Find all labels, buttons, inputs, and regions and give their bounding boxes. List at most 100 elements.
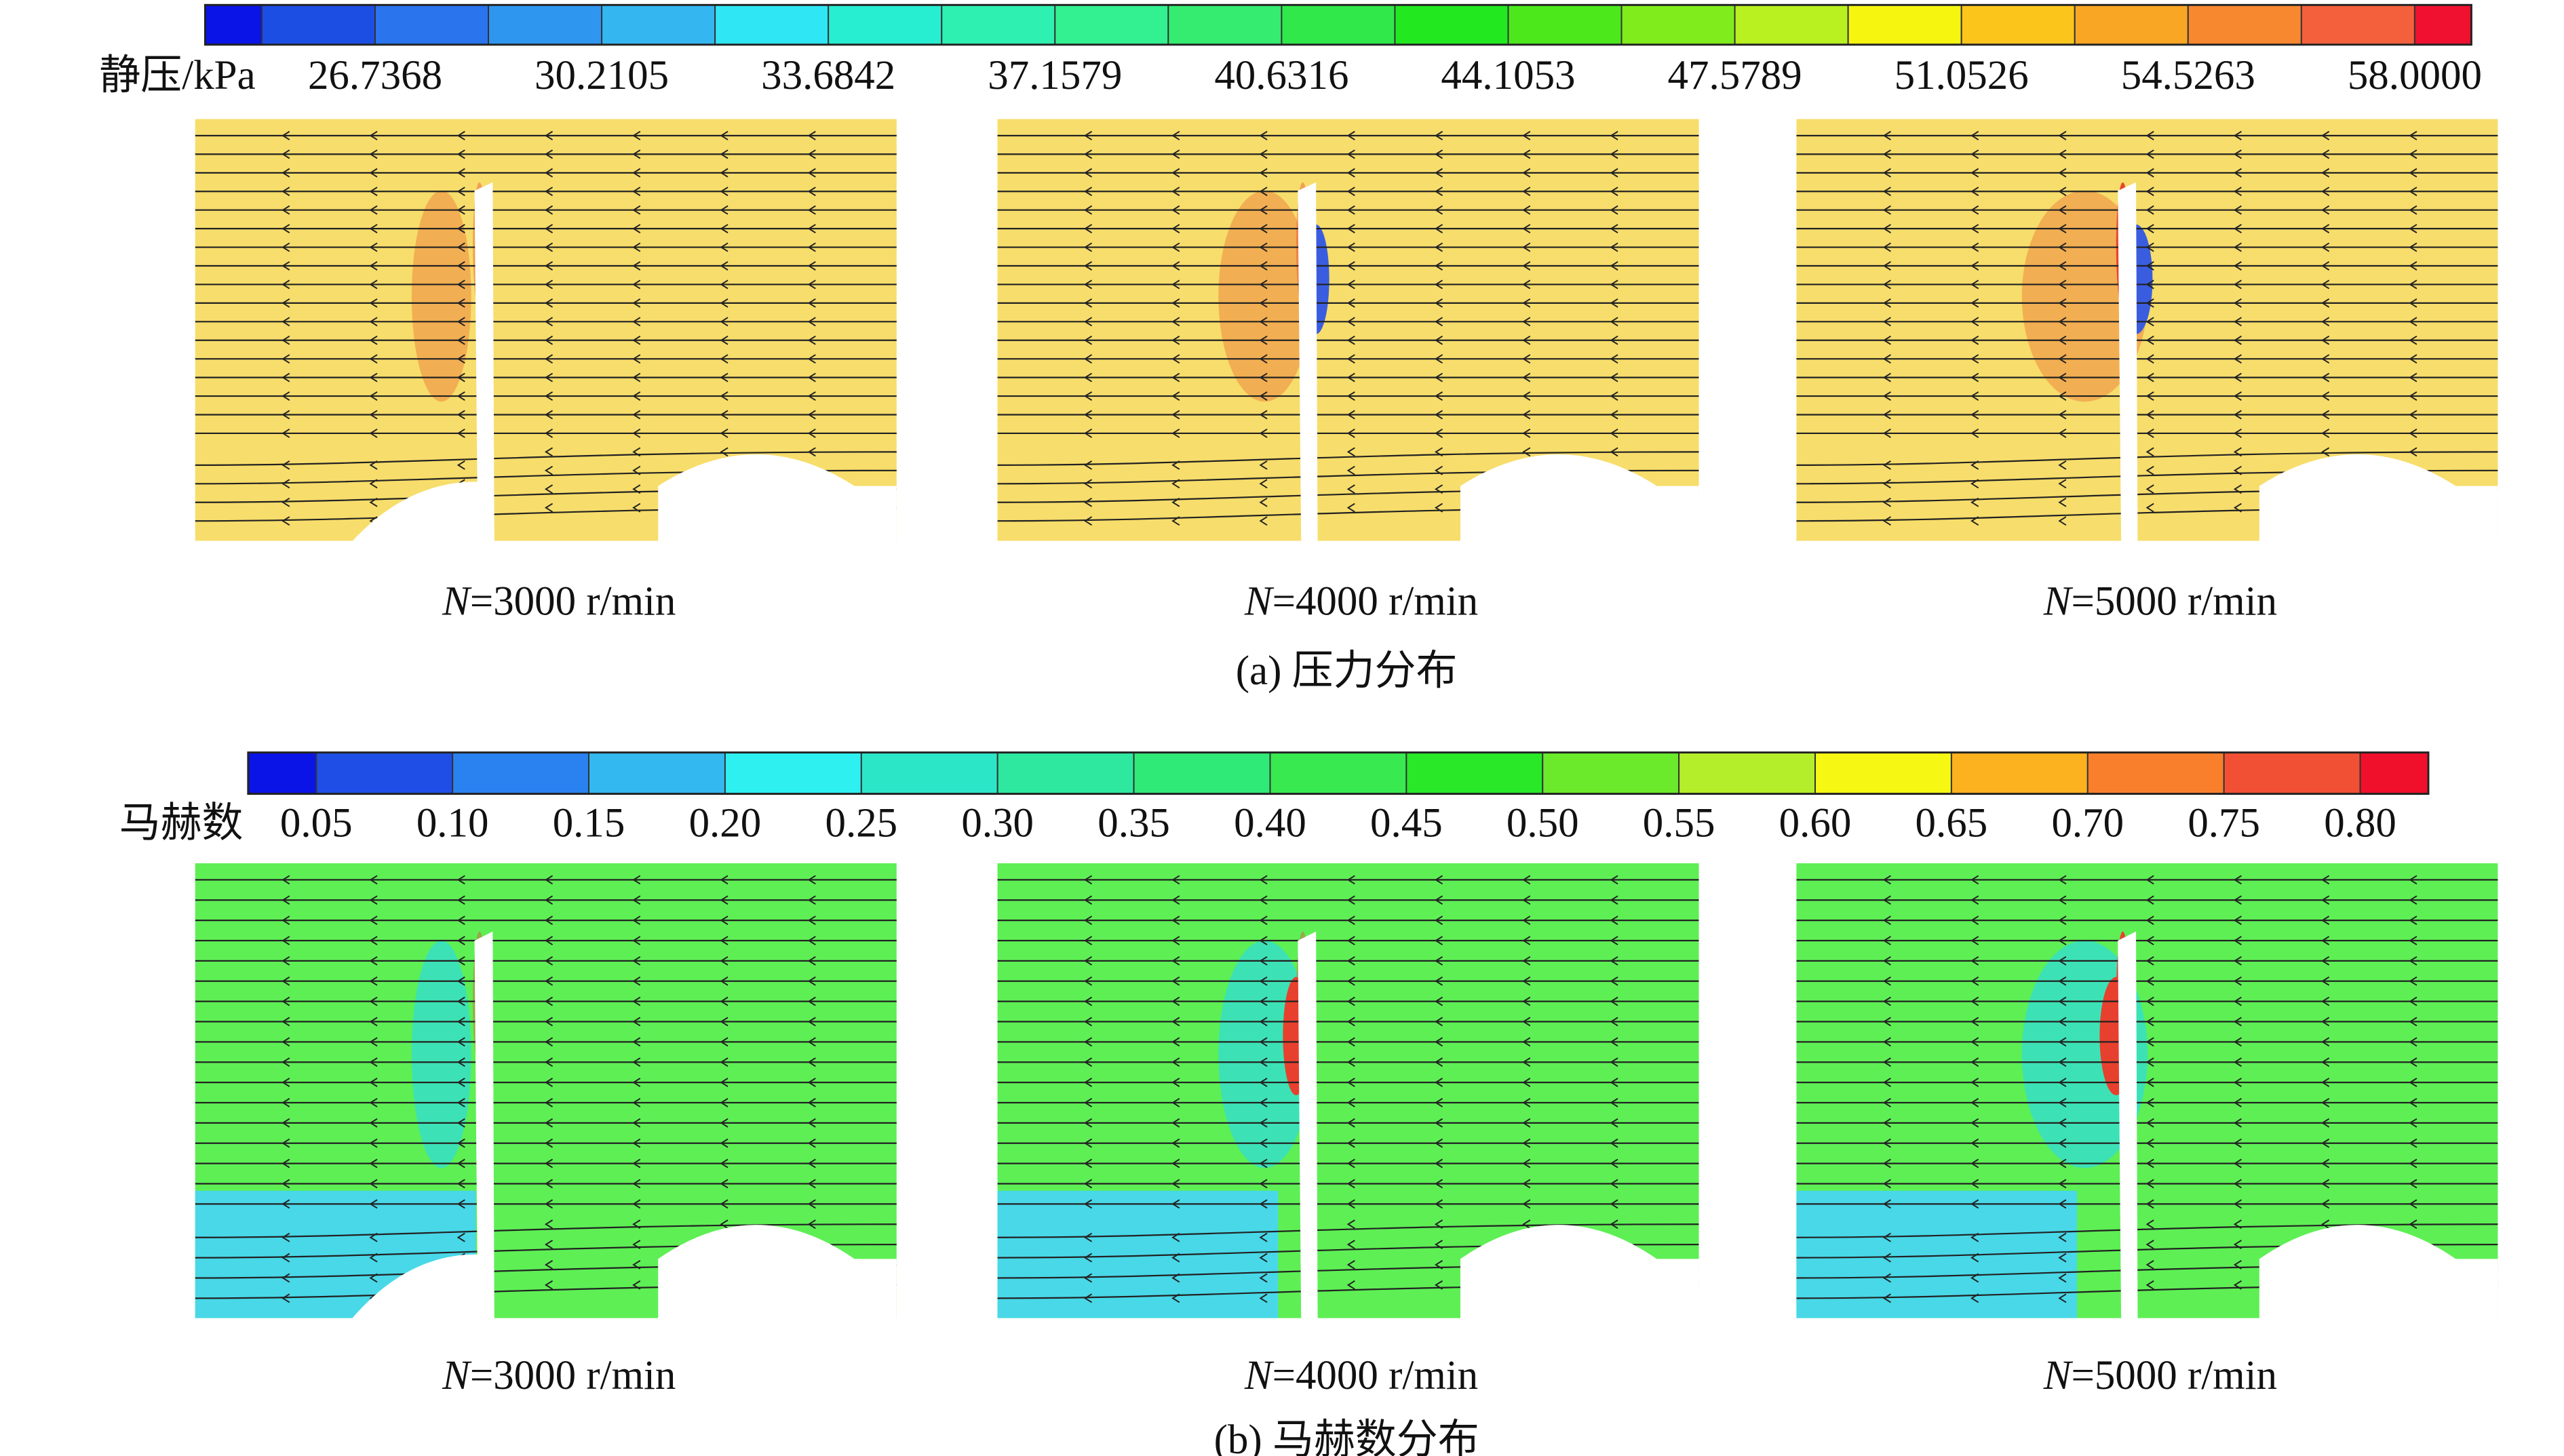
streamline-arrow <box>1970 372 1979 382</box>
streamline-arrow <box>1970 460 1979 470</box>
streamline-arrow <box>632 1219 641 1229</box>
streamline-arrow <box>1610 996 1618 1006</box>
streamline-arrow <box>1882 429 1891 438</box>
hub-cutout <box>349 481 483 545</box>
streamline-arrow <box>1259 497 1268 507</box>
streamline-arrow <box>457 131 465 140</box>
streamline-arrow <box>281 298 290 308</box>
streamline-arrow <box>2409 429 2417 438</box>
streamline-arrow <box>1083 224 1093 234</box>
streamline-arrow <box>2409 410 2417 420</box>
streamline-arrow <box>1882 1078 1891 1088</box>
streamline-arrow <box>1346 429 1355 438</box>
blade <box>1298 931 1318 1318</box>
streamline-arrow <box>1970 298 1979 308</box>
streamline-arrow <box>369 936 378 945</box>
streamline-arrow <box>2145 429 2154 438</box>
colorbar-segment <box>1814 751 1952 795</box>
streamline-arrow <box>2233 447 2242 457</box>
colorbar-tick-label: 0.65 <box>1916 800 1988 846</box>
streamline-arrow <box>2145 335 2154 345</box>
streamline-arrow <box>1083 168 1093 178</box>
streamline-arrow <box>1610 976 1618 986</box>
streamline-arrow <box>807 895 816 905</box>
streamline-arrow <box>369 1138 378 1148</box>
streamline-arrow <box>1522 242 1531 252</box>
streamline-arrow <box>2145 298 2154 308</box>
streamline-arrow <box>2233 335 2242 345</box>
streamline-arrow <box>1171 410 1180 420</box>
streamline-arrow <box>2409 1219 2417 1229</box>
streamline-arrow <box>1434 1179 1443 1189</box>
streamline-arrow <box>1259 1037 1268 1047</box>
colorbar-segment <box>860 751 998 795</box>
colorbar-segment <box>1847 4 1962 45</box>
streamline-arrow <box>281 1057 290 1067</box>
streamline-arrow <box>457 168 465 178</box>
streamline-arrow <box>2058 1199 2067 1209</box>
streamline-arrow <box>1259 354 1268 364</box>
streamline-arrow <box>1610 224 1618 234</box>
streamline-arrow <box>1171 131 1180 140</box>
streamline-arrow <box>632 1158 641 1168</box>
streamline-arrow <box>1882 242 1891 252</box>
colorbar-segment <box>2413 4 2472 45</box>
streamline-arrow <box>2321 895 2330 905</box>
streamline-arrow <box>1970 317 1979 327</box>
streamline-arrow <box>1522 1037 1531 1047</box>
streamline-arrow <box>632 354 641 364</box>
streamline-arrow <box>1882 956 1891 966</box>
streamline-arrow <box>1259 205 1268 215</box>
colorbar-tick-label: 58.0000 <box>2348 53 2482 98</box>
streamline-arrow <box>281 1232 290 1242</box>
streamline-arrow <box>2321 429 2330 438</box>
streamline-arrow <box>1434 354 1443 364</box>
streamline-arrow <box>2321 354 2330 364</box>
streamline-arrow <box>2409 1158 2417 1168</box>
streamline-arrow <box>457 261 465 271</box>
streamline-arrow <box>2233 317 2242 327</box>
streamline-arrow <box>2409 186 2417 197</box>
streamline-arrow <box>457 410 465 420</box>
streamline-arrow <box>2145 410 2154 420</box>
streamline-arrow <box>1171 1138 1180 1148</box>
streamline-arrow <box>1882 391 1891 401</box>
colorbar-segment <box>601 4 716 45</box>
streamline-arrow <box>369 1253 378 1263</box>
streamline-arrow <box>2058 1118 2067 1128</box>
streamline-arrow <box>1083 1078 1093 1088</box>
streamline-arrow <box>632 875 641 885</box>
streamline-arrow <box>544 1138 553 1148</box>
streamline-arrow <box>2409 1078 2417 1088</box>
streamline-arrow <box>2145 484 2154 494</box>
streamline-arrow <box>1970 1078 1979 1088</box>
streamline-arrow <box>544 1118 553 1128</box>
streamline-arrow <box>1346 875 1355 885</box>
streamline-arrow <box>720 1118 729 1128</box>
streamline-arrow <box>1882 186 1891 197</box>
streamline-arrow <box>281 497 290 507</box>
streamline-arrow <box>457 335 465 345</box>
streamline-arrow <box>720 410 729 420</box>
streamline-arrow <box>1171 1078 1180 1088</box>
streamline-arrow <box>1083 335 1093 345</box>
streamline-arrow <box>2058 875 2067 885</box>
streamline-arrow <box>1346 895 1355 905</box>
streamline-arrow <box>2233 279 2242 290</box>
streamline-arrow <box>544 895 553 905</box>
streamline-arrow <box>369 186 378 197</box>
streamline-arrow <box>1882 1158 1891 1168</box>
blade <box>474 931 494 1318</box>
streamline-arrow <box>544 317 553 327</box>
streamline-arrow <box>1610 354 1618 364</box>
streamline-arrow <box>281 372 290 382</box>
streamline-arrow <box>1970 996 1979 1006</box>
colorbar-tick-label: 0.45 <box>1370 800 1443 846</box>
streamline-arrow <box>1882 1273 1891 1283</box>
streamline-arrow <box>1083 410 1093 420</box>
streamline-arrow <box>1083 205 1093 215</box>
streamline-arrow <box>807 1158 816 1168</box>
blade <box>2118 182 2138 541</box>
streamline-arrow <box>1171 956 1180 966</box>
streamline-arrow <box>281 186 290 197</box>
